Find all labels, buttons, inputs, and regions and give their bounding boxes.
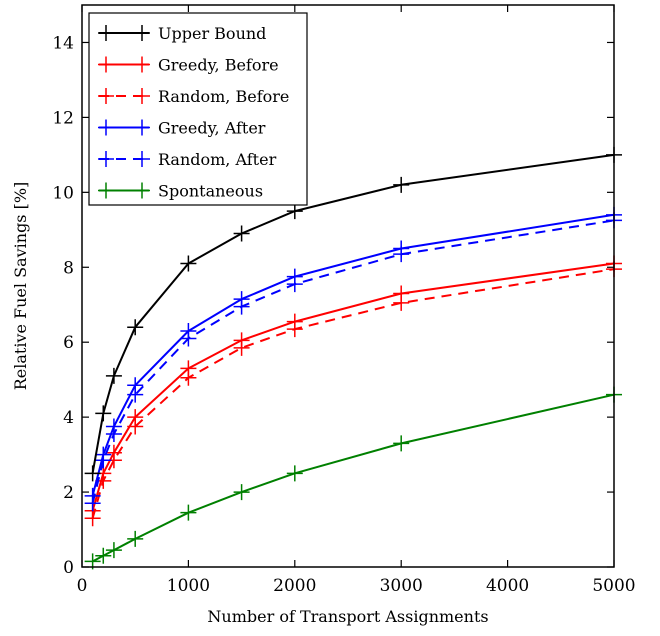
data-point-marker bbox=[180, 255, 197, 272]
y-tick-label: 14 bbox=[52, 33, 74, 53]
legend-label: Greedy, After bbox=[158, 119, 266, 138]
data-point-marker bbox=[105, 542, 122, 559]
x-tick-label: 4000 bbox=[486, 576, 529, 596]
legend-marker bbox=[98, 88, 114, 104]
data-point-marker bbox=[233, 332, 250, 349]
data-point-marker bbox=[127, 409, 144, 426]
data-point-marker bbox=[286, 268, 303, 285]
legend-item: Random, Before bbox=[98, 87, 289, 106]
data-point-marker bbox=[286, 313, 303, 330]
series-layer bbox=[84, 146, 622, 570]
legend-item: Spontaneous bbox=[98, 182, 263, 201]
data-point-marker bbox=[84, 487, 101, 504]
legend: Upper Bound Greedy, Before Random, Before G… bbox=[88, 12, 308, 206]
legend-marker bbox=[98, 25, 114, 41]
legend-label: Random, After bbox=[158, 150, 277, 169]
data-point-marker bbox=[105, 367, 122, 384]
series-spontaneous bbox=[84, 386, 622, 570]
data-point-marker bbox=[127, 319, 144, 336]
legend-label: Greedy, Before bbox=[158, 56, 279, 75]
data-point-marker bbox=[95, 446, 112, 463]
data-point-marker bbox=[393, 285, 410, 302]
x-tick-label: 2000 bbox=[273, 576, 316, 596]
data-point-marker bbox=[286, 465, 303, 482]
legend-item: Random, After bbox=[98, 150, 277, 169]
y-tick-label: 2 bbox=[63, 483, 74, 503]
data-point-marker bbox=[180, 360, 197, 377]
legend-marker bbox=[134, 182, 150, 199]
data-point-marker bbox=[393, 435, 410, 452]
x-tick-label: 5000 bbox=[592, 576, 635, 596]
legend-item: Upper Bound bbox=[98, 24, 266, 43]
legend-marker bbox=[134, 151, 150, 167]
legend-marker bbox=[134, 119, 150, 136]
series-greedy-after bbox=[84, 206, 622, 504]
data-point-marker bbox=[180, 504, 197, 521]
data-point-marker bbox=[180, 322, 197, 339]
legend-marker bbox=[98, 119, 114, 136]
data-point-marker bbox=[393, 240, 410, 257]
data-point-marker bbox=[233, 225, 250, 242]
legend-marker bbox=[98, 182, 114, 199]
y-axis-label: Relative Fuel Savings [%] bbox=[11, 182, 30, 391]
data-point-marker bbox=[393, 176, 410, 193]
legend-marker bbox=[134, 25, 150, 41]
x-axis-label: Number of Transport Assignments bbox=[207, 607, 488, 626]
legend-label: Random, Before bbox=[158, 87, 289, 106]
legend-marker bbox=[98, 56, 114, 73]
x-tick-label: 0 bbox=[77, 576, 88, 596]
legend-item: Greedy, After bbox=[98, 119, 266, 138]
data-point-marker bbox=[286, 203, 303, 220]
y-tick-label: 8 bbox=[63, 258, 74, 278]
data-point-marker bbox=[95, 547, 112, 564]
legend-marker bbox=[134, 88, 150, 104]
data-point-marker bbox=[127, 377, 144, 394]
data-point-marker bbox=[105, 418, 122, 435]
data-point-marker bbox=[233, 484, 250, 501]
legend-marker bbox=[134, 56, 150, 73]
x-tick-label: 3000 bbox=[380, 576, 423, 596]
legend-marker bbox=[98, 151, 114, 167]
y-tick-label: 10 bbox=[52, 183, 74, 203]
y-tick-label: 6 bbox=[63, 333, 74, 353]
ticks-layer: 0 1000 2000 3000 4000 5000 0 2 4 6 8 10 12 14 bbox=[52, 5, 636, 596]
data-point-marker bbox=[105, 444, 122, 461]
y-tick-label: 4 bbox=[63, 408, 74, 428]
data-point-marker bbox=[233, 291, 250, 308]
plot-frame bbox=[81, 4, 615, 568]
legend-item: Greedy, Before bbox=[98, 56, 279, 75]
data-point-marker bbox=[95, 405, 112, 422]
y-tick-label: 0 bbox=[63, 558, 74, 578]
y-tick-label: 12 bbox=[52, 108, 74, 128]
data-point-marker bbox=[127, 530, 144, 547]
x-tick-label: 1000 bbox=[167, 576, 210, 596]
series-upper-bound bbox=[84, 146, 622, 482]
legend-label: Spontaneous bbox=[158, 182, 263, 201]
legend-label: Upper Bound bbox=[158, 24, 266, 43]
data-point-marker bbox=[84, 465, 101, 482]
legend-box bbox=[88, 12, 308, 206]
